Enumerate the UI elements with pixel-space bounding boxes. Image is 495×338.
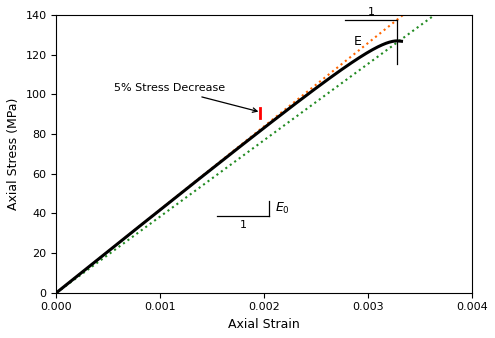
X-axis label: Axial Strain: Axial Strain — [228, 318, 300, 331]
Text: $E_0$: $E_0$ — [275, 201, 290, 216]
Text: 1: 1 — [368, 7, 375, 17]
Text: 1: 1 — [240, 220, 247, 231]
Text: E: E — [353, 35, 361, 48]
Y-axis label: Axial Stress (MPa): Axial Stress (MPa) — [7, 98, 20, 210]
Text: 5% Stress Decrease: 5% Stress Decrease — [113, 83, 257, 112]
